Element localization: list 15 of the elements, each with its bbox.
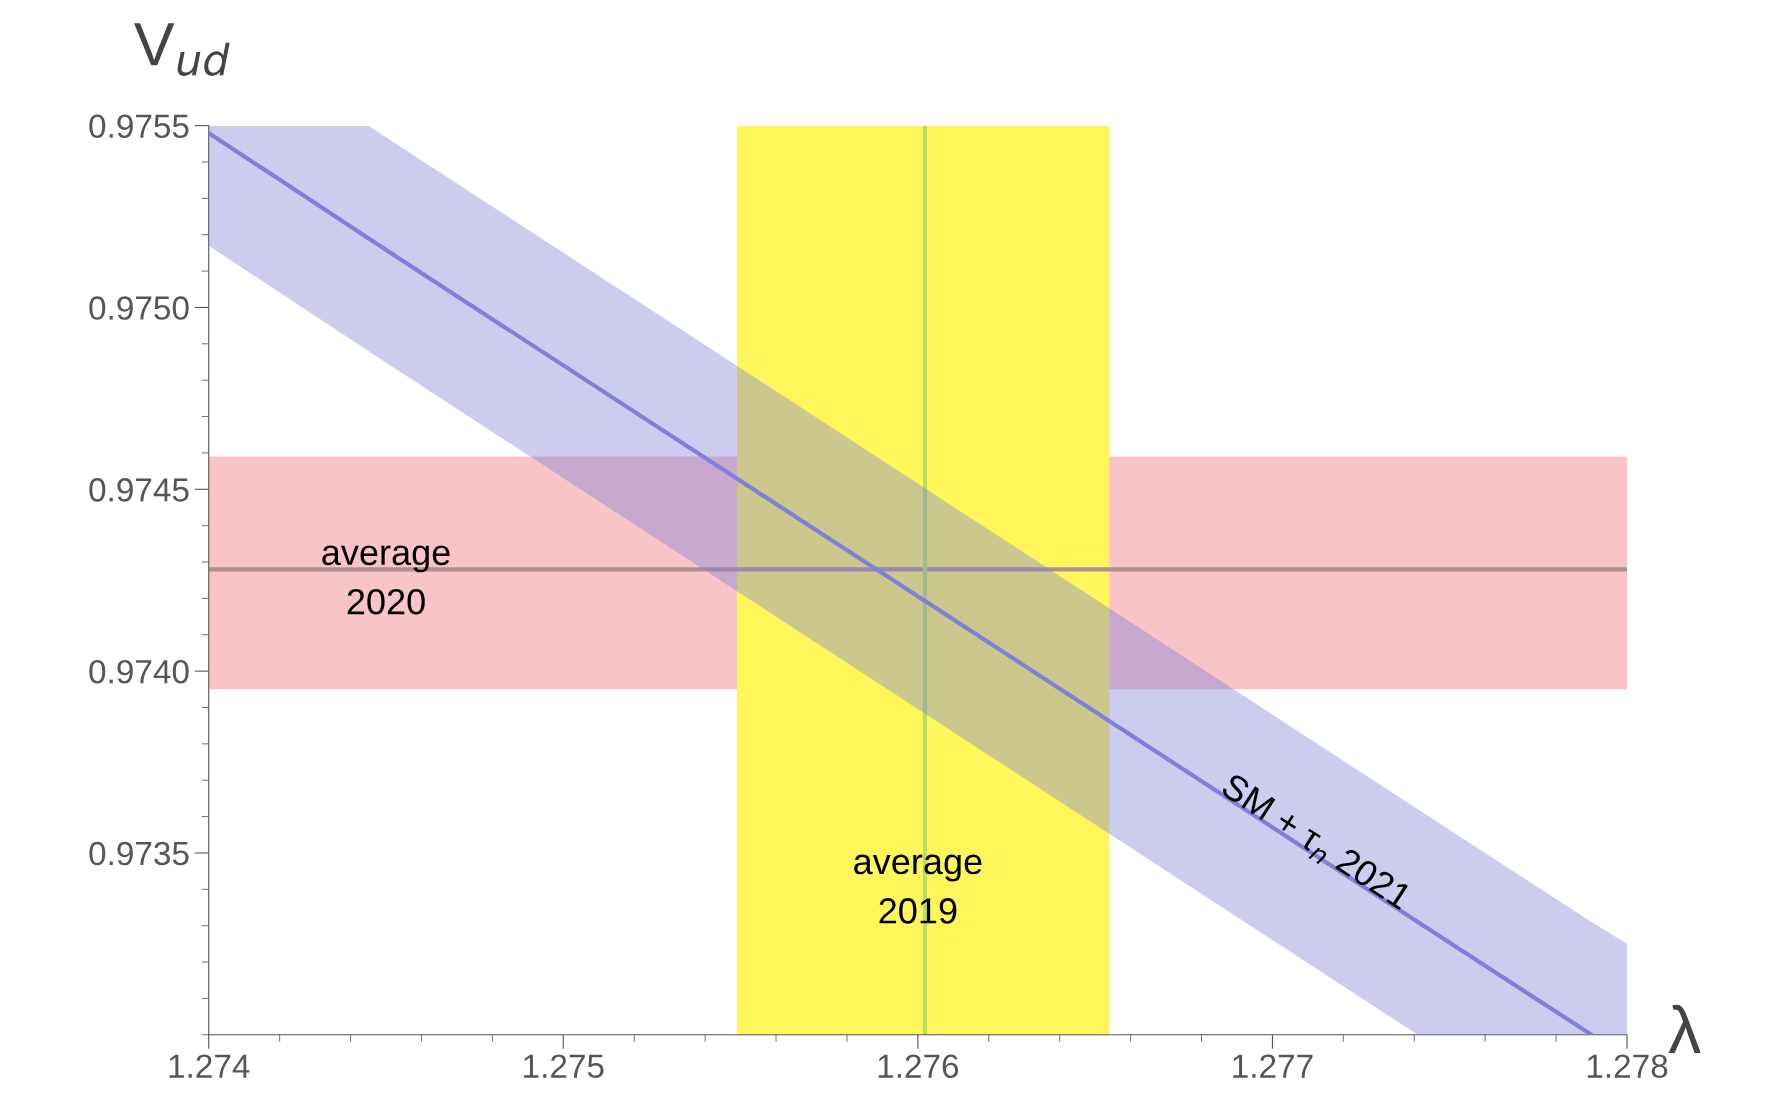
y-tick-label: 0.9740 — [89, 659, 189, 684]
y-tick-label: 0.9750 — [89, 296, 189, 320]
y-tick-label: 0.9735 — [89, 841, 189, 866]
x-tick-label: 1.277 — [1233, 1054, 1313, 1078]
y-axis-title: V$_{ud}$ — [134, 23, 230, 76]
annotation: average 2020 — [322, 545, 450, 615]
x-tick-label: 1.276 — [878, 1054, 959, 1079]
y-tick-label: 0.9755 — [89, 114, 189, 139]
x-axis-title: λ — [1668, 1004, 1701, 1054]
x-tick-label: 1.274 — [169, 1054, 250, 1078]
annotation: SM + τ$_{n}$ 2021 — [1217, 772, 1414, 915]
annotation: average 2019 — [854, 854, 982, 924]
x-tick-label: 1.278 — [1587, 1054, 1668, 1079]
y-tick-label: 0.9745 — [89, 478, 189, 502]
x-tick-label: 1.275 — [524, 1054, 604, 1079]
